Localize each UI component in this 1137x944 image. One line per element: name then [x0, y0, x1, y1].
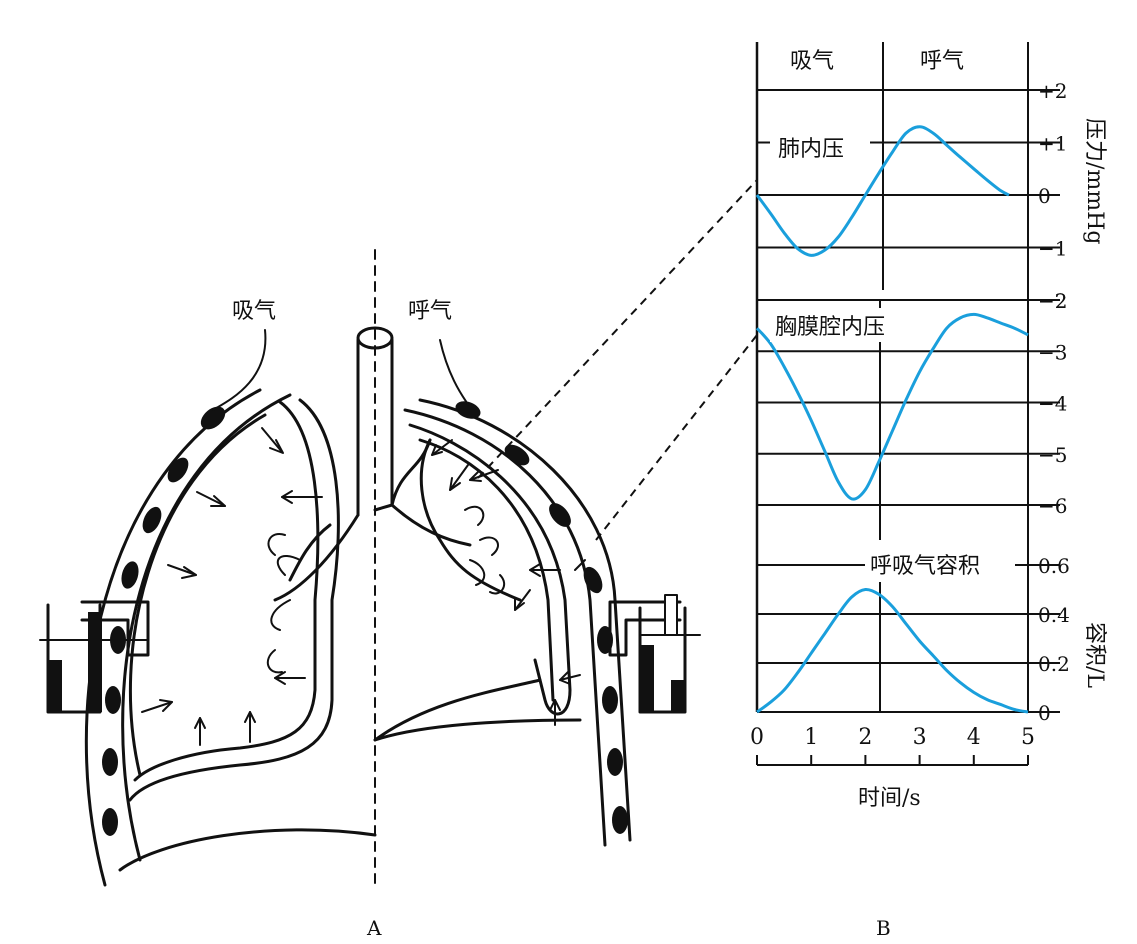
y-tick-label: 0	[1038, 701, 1051, 725]
bronchus-right	[373, 438, 472, 547]
x-tick-label: 1	[804, 725, 818, 750]
y-tick-label: 0	[1038, 184, 1051, 208]
connector-pleural-pressure	[595, 334, 758, 541]
lung-diagram	[39, 249, 701, 887]
y-tick-label: +1	[1038, 132, 1067, 156]
manometer-right	[608, 594, 701, 714]
lung-left-outline	[129, 413, 267, 777]
panel-label-b: B	[876, 916, 891, 940]
x-axis: 0 1 2 3 4 5	[750, 725, 1035, 766]
title-bg-3	[865, 548, 1015, 582]
arrows-expiration	[431, 439, 586, 726]
y-tick-label: −3	[1038, 340, 1067, 364]
y-tick-label: −2	[1038, 289, 1067, 313]
y-tick-label: −4	[1038, 392, 1067, 416]
label-inspiration-a: 吸气	[232, 299, 276, 324]
x-tick-label: 4	[967, 725, 981, 750]
connector-lung-pressure	[477, 179, 758, 479]
chest-wall-right-outer	[418, 398, 632, 842]
diaphragm-left	[118, 828, 377, 872]
y-tick-label: −2	[1038, 289, 1067, 313]
x-tick-label: 3	[913, 725, 927, 750]
y-label-volume: 容积/L	[1082, 622, 1107, 688]
chart-gridlines	[757, 89, 1060, 713]
title-bg-2	[770, 308, 920, 342]
label-expiration-a: 呼气	[408, 299, 452, 324]
series-line	[755, 125, 1010, 257]
y-tick-label: +2	[1038, 79, 1067, 103]
y-tick-label: −1	[1038, 237, 1067, 261]
y-tick-label: −5	[1038, 443, 1067, 467]
series-line	[755, 312, 1029, 501]
y-tick-label: 0.4	[1038, 603, 1070, 627]
leader-expiration	[439, 339, 470, 406]
y-tick-label: 0.2	[1038, 652, 1070, 676]
chest-wall-left-inner	[121, 393, 292, 862]
phase-inspiration-label: 吸气	[790, 49, 834, 74]
ribs-left	[102, 406, 226, 836]
chest-wall-right-inner	[403, 408, 607, 847]
title-bg-1	[770, 130, 870, 164]
diaphragm-right	[373, 678, 582, 742]
title-pleural-pressure: 胸膜腔内压	[775, 315, 885, 340]
manometer-left	[39, 600, 150, 714]
chart-curves	[755, 125, 1029, 714]
trachea	[356, 338, 394, 517]
series-line	[756, 587, 1029, 714]
bronchus-left	[273, 513, 360, 602]
title-lung-pressure: 肺内压	[778, 137, 844, 162]
trachea-opening	[356, 326, 394, 350]
pleura-left-parietal	[128, 398, 340, 802]
pleura-left-visceral	[133, 400, 320, 782]
bronchioles-left	[266, 533, 301, 674]
panel-label-a: A	[366, 916, 382, 940]
x-tick-label: 0	[750, 725, 764, 750]
y-label-pressure: 压力/mmHg	[1082, 118, 1107, 244]
leader-inspiration	[212, 329, 267, 411]
arrows-inspiration	[141, 427, 323, 746]
y-tick-label: 0.6	[1038, 554, 1070, 578]
x-tick-label: 5	[1021, 725, 1035, 750]
bronchioles-right	[464, 505, 506, 595]
phase-expiration-label: 呼气	[920, 49, 964, 74]
x-axis-label: 时间/s	[858, 786, 921, 811]
x-tick-label: 2	[858, 725, 872, 750]
y-tick-label: −6	[1038, 494, 1067, 518]
y-tick-labels: +2+10−1−2−2−3−4−5−60.60.40.20	[1038, 79, 1070, 725]
title-volume: 呼吸气容积	[870, 554, 980, 579]
lung-right-outline	[419, 438, 522, 602]
chest-wall-left-outer	[84, 388, 262, 887]
